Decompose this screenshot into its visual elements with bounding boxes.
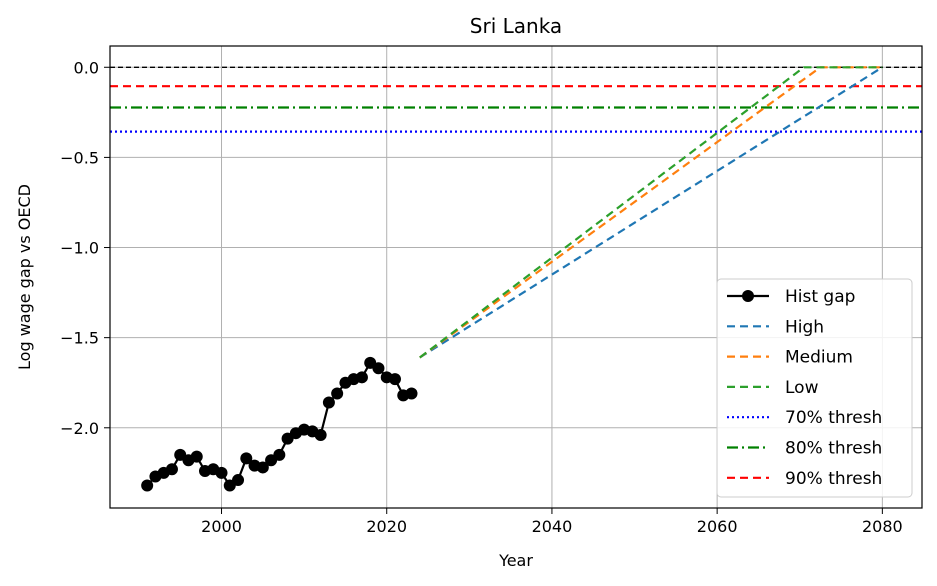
y-tick-label: −1.5 — [60, 329, 99, 348]
legend-label: 80% thresh — [785, 439, 882, 459]
legend-label: Hist gap — [785, 287, 855, 307]
x-tick-label: 2040 — [532, 517, 573, 536]
y-tick-label: −0.5 — [60, 148, 99, 167]
data-point — [372, 362, 385, 375]
x-axis-title: Year — [498, 551, 533, 570]
x-tick-label: 2080 — [862, 517, 903, 536]
legend-marker — [742, 290, 754, 302]
data-point — [322, 396, 335, 409]
data-series — [141, 66, 883, 492]
axis-ticks: 2000 2020 2040 2060 2080 0.0 −0.5 −1.0 −1.5 −2.0 — [60, 58, 903, 536]
chart-title: Sri Lanka — [470, 14, 562, 38]
legend-label: 70% thresh — [785, 408, 882, 428]
series-line-high — [419, 66, 883, 359]
legend: Hist gap High Medium Low 70% thresh 80% thres… — [716, 278, 913, 498]
legend-label: Low — [785, 378, 819, 398]
legend-label: High — [785, 317, 824, 337]
x-tick-label: 2000 — [201, 517, 242, 536]
data-point — [165, 463, 178, 476]
data-point — [355, 371, 368, 384]
data-point — [256, 461, 269, 474]
data-point — [314, 428, 327, 441]
threshold-lines — [110, 66, 922, 133]
data-point — [388, 373, 401, 386]
legend-label: 90% thresh — [785, 469, 882, 489]
plot-frame — [109, 45, 923, 509]
legend-box — [716, 278, 913, 498]
data-point — [240, 452, 253, 465]
data-point — [190, 450, 203, 463]
y-tick-label: 0.0 — [74, 58, 99, 77]
data-point — [215, 466, 228, 479]
data-point — [232, 474, 245, 487]
x-tick-label: 2020 — [366, 517, 407, 536]
data-point — [273, 448, 286, 461]
y-tick-label: −2.0 — [60, 419, 99, 438]
x-tick-label: 2060 — [697, 517, 738, 536]
legend-label: Medium — [785, 348, 853, 368]
y-axis-title: Log wage gap vs OECD — [15, 184, 34, 370]
series-line-low — [419, 66, 883, 359]
y-tick-label: −1.0 — [60, 239, 99, 258]
data-point — [405, 387, 418, 400]
data-point — [331, 387, 344, 400]
data-point — [141, 479, 154, 492]
